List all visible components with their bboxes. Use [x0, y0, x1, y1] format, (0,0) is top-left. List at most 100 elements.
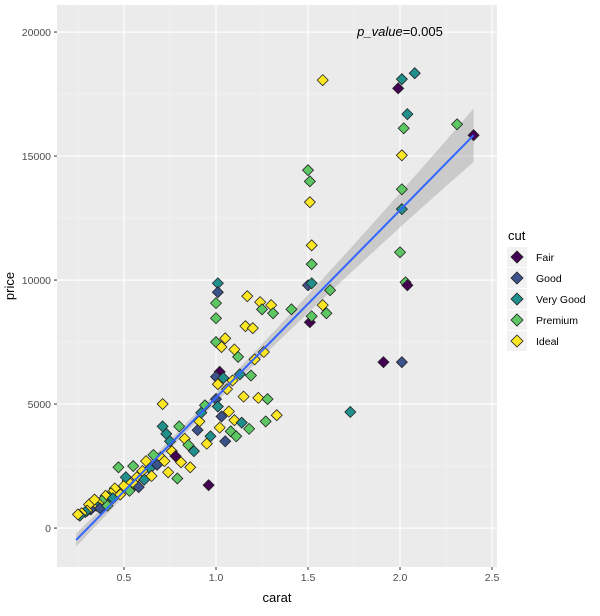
legend-title: cut: [508, 228, 526, 243]
data-point-premium: [261, 393, 274, 406]
regression-line: [75, 134, 475, 541]
x-tick-label: 2.0: [393, 572, 408, 584]
p-value-annotation: p_value=0.005: [356, 24, 443, 39]
y-tick-label: 0: [45, 523, 51, 535]
data-point-very-good: [204, 430, 217, 443]
x-axis-label: carat: [263, 590, 292, 605]
data-point-ideal: [215, 340, 228, 354]
data-point-very-good: [156, 420, 169, 433]
data-point-premium: [303, 175, 316, 188]
legend-label: Fair: [536, 252, 555, 264]
data-point-good: [151, 458, 164, 471]
data-point-ideal: [174, 456, 188, 469]
data-point-premium: [397, 122, 410, 135]
data-point-ideal: [257, 345, 270, 359]
data-point-very-good: [187, 445, 200, 458]
legend-key-premium: [510, 313, 524, 327]
data-point-ideal: [222, 405, 235, 418]
legend-key-good: [510, 271, 524, 285]
data-point-ideal: [71, 508, 85, 521]
data-point-ideal: [88, 493, 101, 506]
data-point-premium: [127, 459, 140, 473]
data-point-premium: [243, 422, 256, 435]
data-point-premium: [255, 303, 269, 316]
y-axis-label: price: [2, 272, 17, 300]
legend: Fair Good Very Good Premium Ideal: [507, 247, 586, 351]
data-point-premium: [451, 118, 464, 131]
data-point-ideal: [220, 383, 234, 396]
data-point-very-good: [119, 471, 132, 484]
data-point-good: [191, 424, 204, 437]
data-point-premium: [182, 438, 195, 452]
data-point-very-good: [217, 371, 230, 385]
data-point-premium: [285, 303, 298, 316]
confidence-band: [76, 108, 474, 547]
data-point-very-good: [235, 416, 248, 429]
data-point-premium: [395, 183, 408, 196]
data-point-premium: [209, 312, 223, 325]
data-point-ideal: [162, 466, 175, 479]
data-point-very-good: [211, 400, 224, 413]
y-tick-label: 15000: [22, 151, 51, 163]
data-point-premium: [244, 369, 258, 382]
data-point-premium: [320, 307, 333, 320]
data-point-ideal: [241, 290, 254, 303]
data-point-fair: [202, 479, 215, 492]
data-point-ideal: [145, 469, 158, 483]
y-tick-label: 5000: [28, 399, 52, 411]
data-point-premium: [324, 284, 337, 297]
legend-key-fair: [510, 250, 524, 264]
data-point-premium: [209, 297, 223, 310]
plot-panel: [57, 5, 497, 567]
legend-label: Ideal: [536, 336, 559, 348]
data-point-premium: [112, 461, 125, 474]
data-point-good: [132, 481, 145, 494]
legend-label: Very Good: [536, 294, 586, 306]
data-point-premium: [301, 164, 315, 177]
data-point-good: [211, 286, 224, 299]
data-point-premium: [266, 307, 280, 320]
data-point-premium: [198, 399, 212, 412]
data-point-fair: [169, 450, 182, 463]
y-tick-label: 10000: [22, 275, 51, 287]
x-tick-label: 1.0: [209, 572, 224, 584]
legend-label: Good: [536, 273, 562, 285]
data-point-ideal: [156, 397, 169, 411]
data-point-very-good: [344, 405, 357, 419]
legend-key-very-good: [510, 292, 524, 306]
data-point-very-good: [395, 73, 408, 86]
data-point-ideal: [252, 391, 265, 404]
data-point-premium: [171, 472, 184, 485]
y-tick-label: 20000: [22, 27, 51, 39]
data-point-very-good: [401, 108, 414, 121]
x-tick-label: 1.5: [301, 572, 316, 584]
data-point-fair: [392, 82, 405, 95]
data-point-fair: [377, 356, 390, 369]
x-tick-label: 0.5: [117, 572, 132, 584]
data-point-premium: [173, 420, 186, 433]
data-point-ideal: [395, 149, 408, 162]
data-point-very-good: [408, 67, 421, 80]
data-point-premium: [305, 310, 318, 323]
legend-key-ideal: [510, 334, 524, 348]
data-point-ideal: [184, 461, 197, 474]
data-point-premium: [232, 350, 245, 363]
data-point-ideal: [270, 409, 283, 422]
data-point-ideal: [219, 332, 232, 345]
data-point-ideal: [246, 322, 259, 335]
data-point-ideal: [237, 390, 250, 403]
x-tick-label: 2.5: [485, 572, 500, 584]
legend-label: Premium: [536, 315, 578, 327]
data-point-good: [219, 435, 232, 448]
data-point-premium: [305, 258, 318, 271]
data-point-premium: [259, 415, 272, 428]
data-point-ideal: [305, 239, 318, 252]
data-point-ideal: [303, 196, 316, 209]
data-point-very-good: [305, 277, 318, 290]
data-point-ideal: [213, 421, 226, 434]
data-point-good: [395, 356, 408, 369]
data-point-ideal: [211, 378, 224, 391]
data-point-fair: [401, 279, 414, 292]
